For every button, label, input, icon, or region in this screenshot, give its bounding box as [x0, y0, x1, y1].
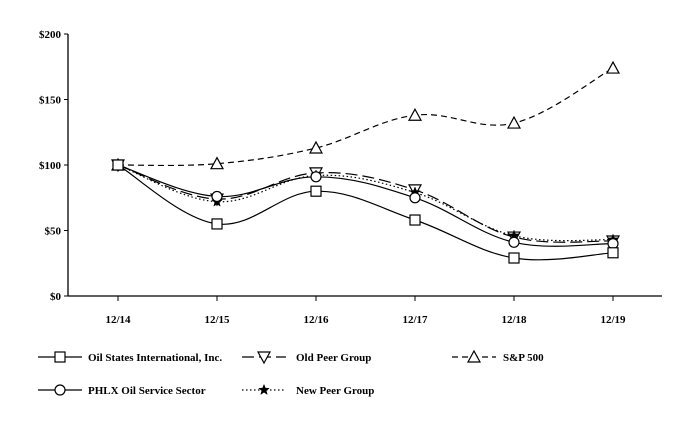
data-point-triangle-up — [506, 115, 522, 129]
y-tick-label: $200 — [39, 29, 62, 41]
data-point-square — [409, 214, 421, 226]
data-point-triangle-up — [209, 156, 225, 170]
legend: Oil States International, Inc. Old Peer G… — [38, 349, 544, 397]
legend-marker-triangle-up — [466, 349, 482, 363]
y-tick-label: $100 — [39, 160, 62, 172]
legend-item: Old Peer Group — [242, 351, 371, 365]
data-point-square — [211, 218, 223, 230]
series-line — [117, 164, 614, 243]
series-line — [117, 164, 614, 261]
x-tick-label: 12/19 — [600, 314, 626, 326]
series-group — [110, 60, 621, 171]
legend-item: PHLX Oil Service Sector — [38, 384, 206, 397]
x-tick-label: 12/16 — [303, 314, 329, 326]
y-tick-label: $0 — [50, 291, 62, 303]
y-tick-label: $150 — [39, 95, 62, 107]
legend-label: New Peer Group — [296, 385, 374, 397]
legend-label: Oil States International, Inc. — [88, 352, 222, 364]
data-point-triangle-up — [308, 140, 324, 154]
legend-label: Old Peer Group — [296, 352, 371, 364]
data-point-circle — [409, 192, 421, 204]
x-tick-label: 12/18 — [501, 314, 527, 326]
legend-marker-circle — [54, 384, 66, 396]
data-point-circle — [607, 238, 619, 250]
data-point-triangle-up — [605, 60, 621, 74]
legend-item: New Peer Group — [242, 383, 374, 397]
legend-marker-square — [54, 351, 66, 363]
series-line — [117, 67, 614, 167]
x-tick-label: 12/17 — [402, 314, 428, 326]
legend-item: S&P 500 — [452, 349, 544, 364]
data-point-circle — [310, 171, 322, 183]
data-point-square — [310, 185, 322, 197]
series-group — [112, 159, 619, 250]
data-point-square — [112, 159, 124, 171]
legend-label: S&P 500 — [503, 352, 544, 364]
data-point-square — [607, 247, 619, 259]
legend-item: Oil States International, Inc. — [38, 351, 222, 364]
series-group — [112, 158, 619, 245]
axes: $0 $50 $100 $150 $200 12/14 12/15 12/16 12/17 12/… — [39, 29, 662, 326]
series-layer — [110, 60, 621, 264]
series-line — [117, 164, 614, 247]
legend-marker-triangle-down — [256, 351, 272, 365]
series-group — [110, 159, 621, 249]
series-group — [112, 159, 619, 264]
x-tick-label: 12/14 — [105, 314, 131, 326]
x-tick-label: 12/15 — [204, 314, 230, 326]
y-tick-label: $50 — [45, 226, 62, 238]
data-point-square — [508, 252, 520, 264]
data-point-circle — [508, 236, 520, 248]
data-point-circle — [211, 190, 223, 203]
legend-marker-star — [258, 383, 270, 395]
legend-label: PHLX Oil Service Sector — [88, 385, 206, 397]
data-point-triangle-up — [407, 107, 423, 121]
